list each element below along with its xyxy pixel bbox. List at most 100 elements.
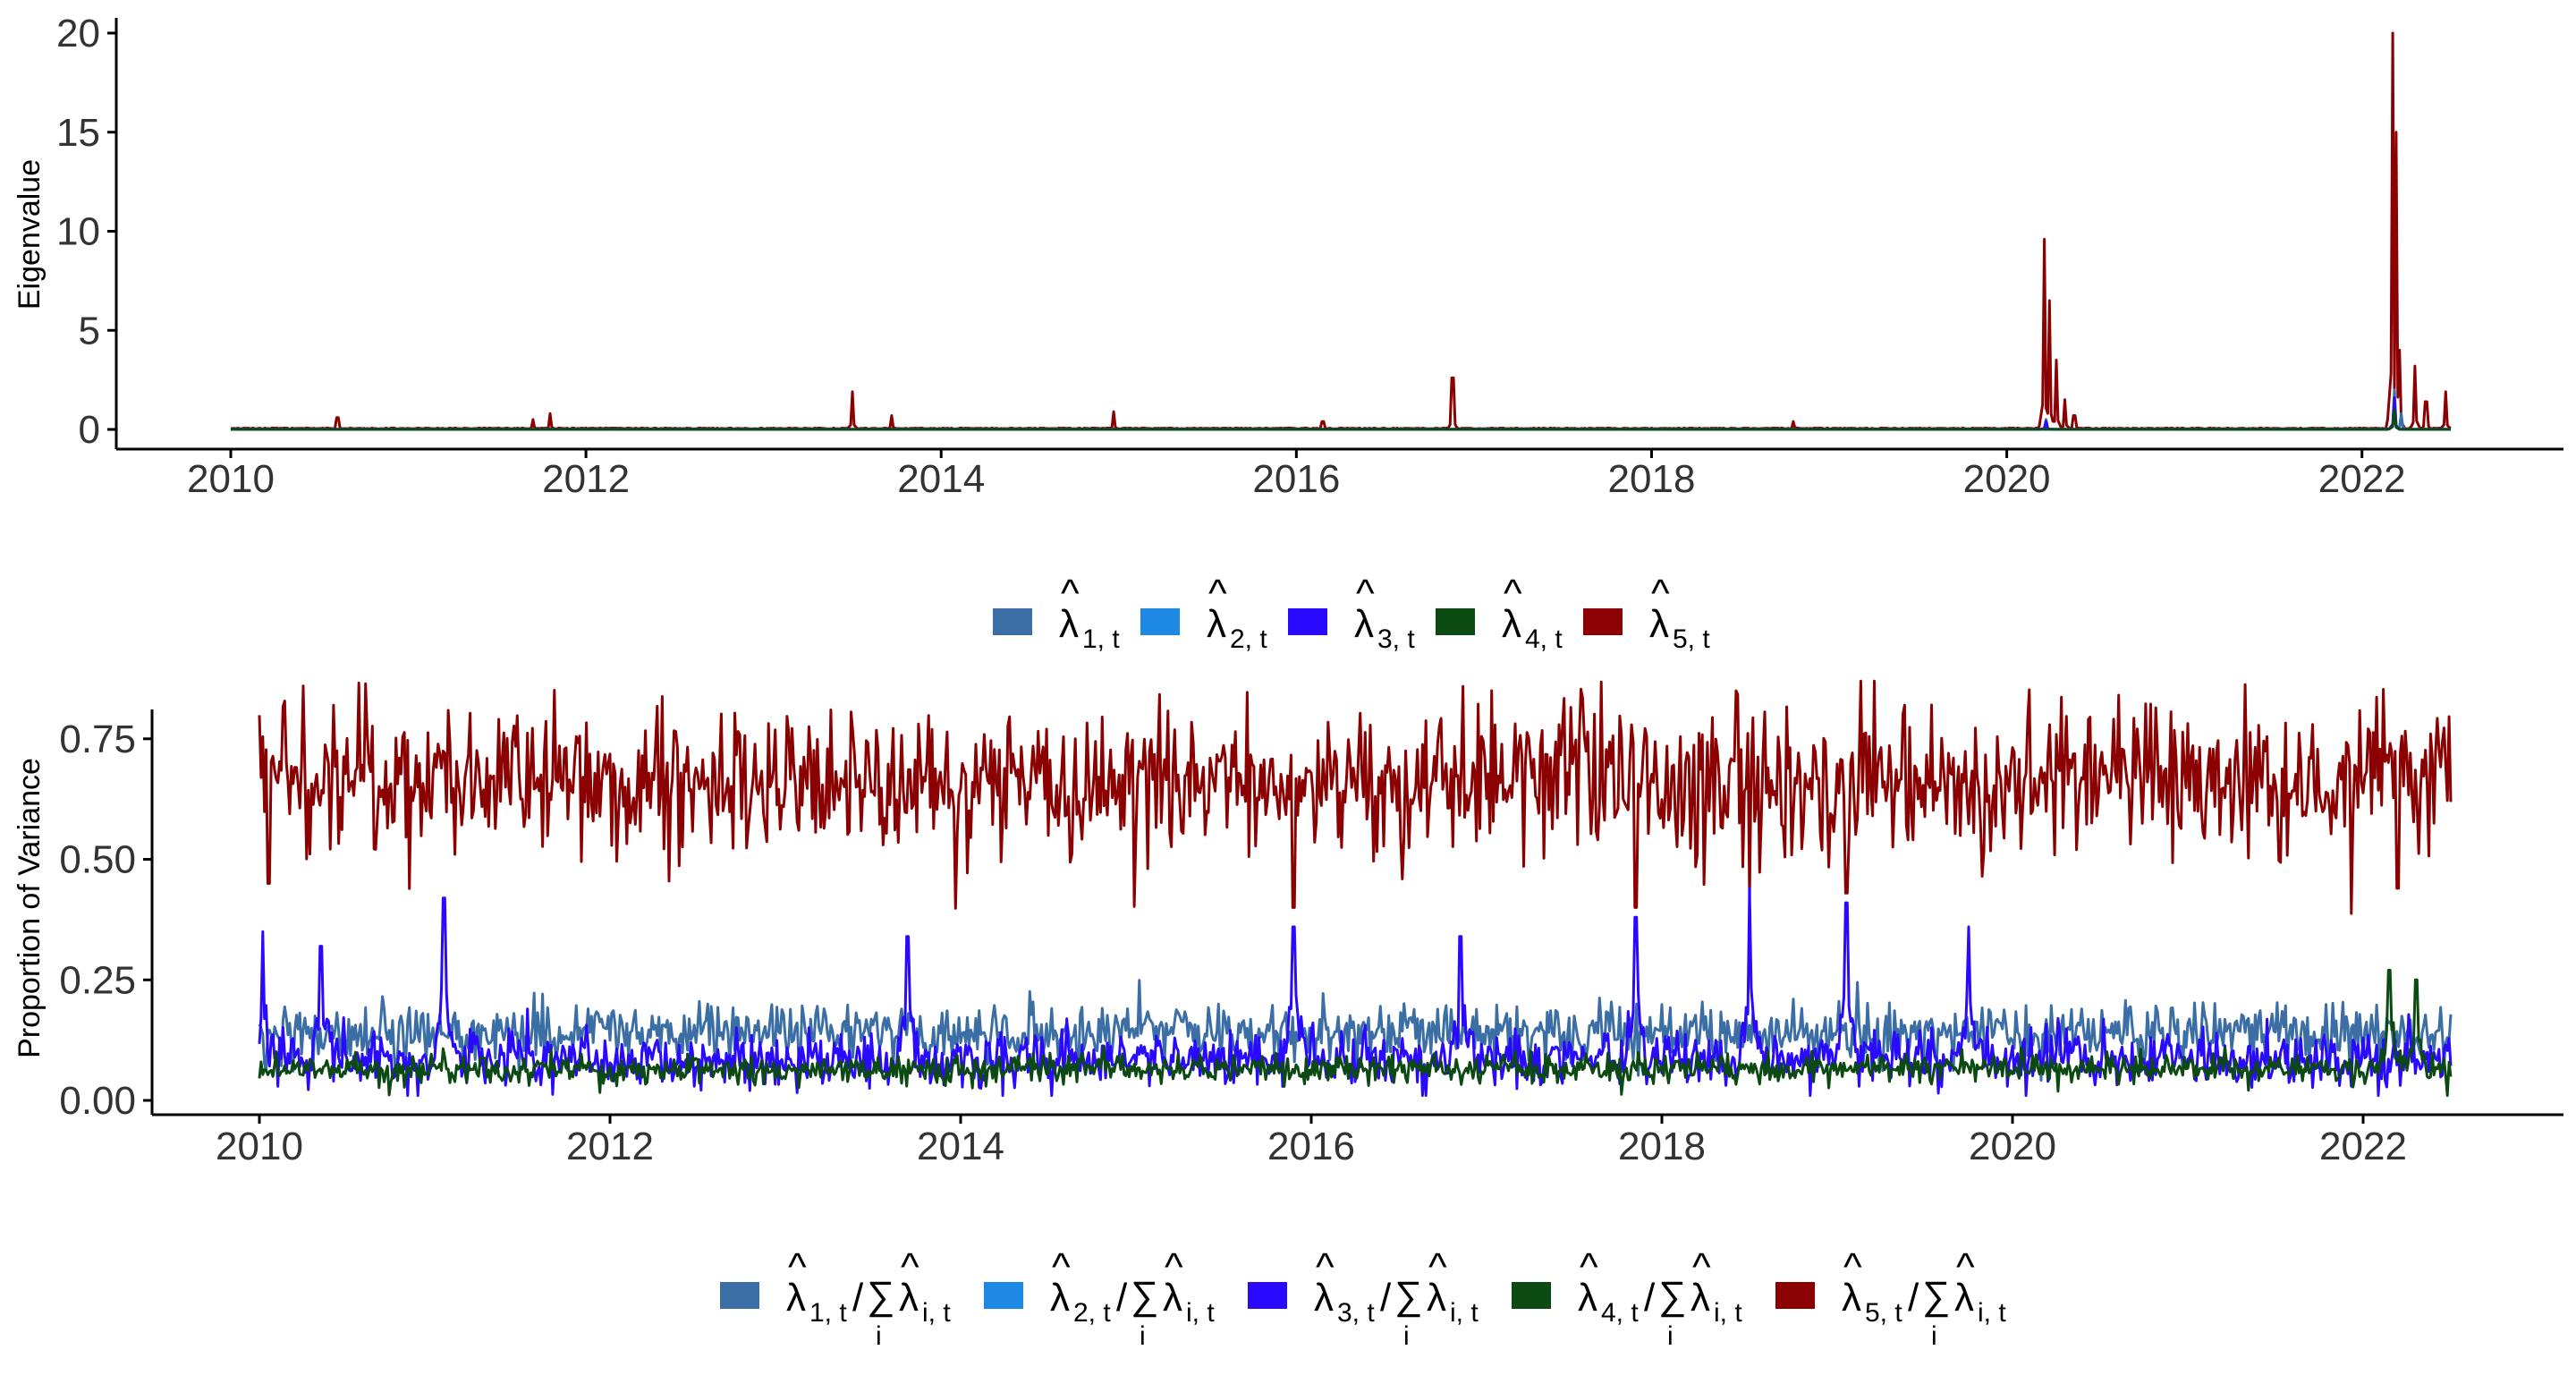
legend-symbol: λ: [1059, 602, 1079, 646]
legend-subscript: 2, t: [1230, 624, 1267, 654]
bottom-x-ticks: 2010 2012 2014 2016 2018 2020 2022: [216, 1115, 2407, 1168]
ratio-slash: /: [1644, 1276, 1656, 1320]
legend-swatch: [1583, 608, 1623, 635]
top-y-axis-title: Eigenvalue: [13, 159, 47, 310]
proportion-panel: 0.00 0.25 0.50 0.75 2010 2012 2014 2016 2018 202…: [13, 681, 2563, 1351]
bottom-y-axis-title: Proportion of Variance: [13, 758, 47, 1058]
ratio-slash: /: [852, 1276, 864, 1320]
legend-symbol: λ: [786, 1276, 806, 1320]
x-tick-label: 2010: [187, 457, 275, 501]
denominator-subscript: i, t: [1714, 1298, 1742, 1328]
y-tick-label: 20: [56, 12, 100, 55]
x-tick-label: 2014: [917, 1125, 1004, 1168]
legend-swatch: [720, 1282, 759, 1309]
y-tick-label: 0.00: [59, 1079, 136, 1123]
legend-swatch: [1248, 1282, 1287, 1309]
legend-swatch: [1140, 608, 1180, 635]
ratio-slash: /: [1908, 1276, 1919, 1320]
sum-index: i: [1667, 1321, 1674, 1351]
x-tick-label: 2016: [1267, 1125, 1355, 1168]
legend-swatch: [1775, 1282, 1815, 1309]
top-y-ticks: 0 5 10 15 20: [56, 12, 116, 452]
sum-index: i: [876, 1321, 882, 1351]
x-tick-label: 2014: [897, 457, 985, 501]
legend-item-lambda3: ^λ 3, t / ∑i^λ i, t: [1248, 1245, 1479, 1351]
denominator-symbol: λ: [1427, 1276, 1446, 1320]
series-line-lambda4: [231, 410, 2451, 429]
x-tick-label: 2018: [1618, 1125, 1706, 1168]
denominator-subscript: i, t: [1978, 1298, 2006, 1328]
legend-item-lambda5: ^λ 5, t / ∑i^λ i, t: [1775, 1245, 2006, 1351]
top-legend: ^λ 1, t^λ 2, t^λ 3, t^λ 4, t^λ 5, t: [993, 572, 1710, 654]
sum-sign: ∑: [1922, 1274, 1950, 1318]
legend-subscript: 3, t: [1377, 624, 1415, 654]
legend-subscript: 5, t: [1673, 624, 1710, 654]
y-tick-label: 15: [56, 111, 100, 155]
sum-sign: ∑: [1394, 1274, 1422, 1318]
legend-swatch: [1436, 608, 1475, 635]
series-line-lambda5: [231, 33, 2451, 429]
legend-item-lambda2: ^λ 2, t: [1140, 572, 1267, 654]
proportion-series-group: [259, 681, 2451, 1095]
bottom-y-ticks: 0.00 0.25 0.50 0.75: [59, 717, 152, 1123]
ratio-slash: /: [1380, 1276, 1392, 1320]
y-tick-label: 0.75: [59, 717, 136, 761]
x-tick-label: 2016: [1252, 457, 1340, 501]
y-tick-label: 10: [56, 210, 100, 254]
legend-item-lambda4: ^λ 4, t / ∑i^λ i, t: [1512, 1245, 1742, 1351]
x-tick-label: 2012: [542, 457, 630, 501]
denominator-subscript: i, t: [1186, 1298, 1215, 1328]
legend-subscript: 2, t: [1073, 1298, 1111, 1328]
legend-subscript: 4, t: [1525, 624, 1563, 654]
denominator-symbol: λ: [1163, 1276, 1182, 1320]
legend-item-lambda1: ^λ 1, t: [993, 572, 1120, 654]
sum-index: i: [1403, 1321, 1410, 1351]
sum-sign: ∑: [1131, 1274, 1158, 1318]
eigenvalue-series-group: [231, 33, 2451, 429]
x-tick-label: 2022: [2318, 457, 2406, 501]
legend-symbol: λ: [1649, 602, 1669, 646]
legend-swatch: [984, 1282, 1023, 1309]
sum-sign: ∑: [867, 1274, 894, 1318]
series-line-lambda3: [231, 398, 2451, 429]
legend-item-lambda2: ^λ 2, t / ∑i^λ i, t: [984, 1245, 1215, 1351]
series-line-lambda5: [259, 681, 2451, 913]
x-tick-label: 2020: [1969, 1125, 2056, 1168]
legend-subscript: 3, t: [1337, 1298, 1375, 1328]
legend-swatch: [1512, 1282, 1551, 1309]
legend-symbol: λ: [1354, 602, 1374, 646]
legend-symbol: λ: [1578, 1276, 1597, 1320]
legend-item-lambda1: ^λ 1, t / ∑i^λ i, t: [720, 1245, 951, 1351]
denominator-subscript: i, t: [922, 1298, 951, 1328]
x-tick-label: 2022: [2319, 1125, 2407, 1168]
legend-subscript: 1, t: [809, 1298, 847, 1328]
x-tick-label: 2012: [566, 1125, 654, 1168]
legend-swatch: [993, 608, 1032, 635]
denominator-symbol: λ: [899, 1276, 919, 1320]
denominator-symbol: λ: [1954, 1276, 1974, 1320]
y-tick-label: 5: [79, 309, 100, 352]
denominator-symbol: λ: [1690, 1276, 1710, 1320]
denominator-subscript: i, t: [1450, 1298, 1479, 1328]
ratio-slash: /: [1116, 1276, 1128, 1320]
legend-swatch: [1288, 608, 1327, 635]
y-tick-label: 0.50: [59, 838, 136, 882]
eigenvalue-panel: 0 5 10 15 20 2010 2012 2014 2016 2018 2020 2022 Ei…: [13, 12, 2563, 654]
x-tick-label: 2018: [1608, 457, 1696, 501]
y-tick-label: 0.25: [59, 958, 136, 1002]
top-x-ticks: 2010 2012 2014 2016 2018 2020 2022: [187, 449, 2406, 501]
legend-subscript: 5, t: [1865, 1298, 1902, 1328]
legend-symbol: λ: [1314, 1276, 1334, 1320]
legend-subscript: 1, t: [1082, 624, 1120, 654]
x-tick-label: 2020: [1963, 457, 2051, 501]
legend-subscript: 4, t: [1601, 1298, 1639, 1328]
legend-symbol: λ: [1207, 602, 1226, 646]
legend-item-lambda4: ^λ 4, t: [1436, 572, 1563, 654]
bottom-legend: ^λ 1, t / ∑i^λ i, t ^λ 2, t / ∑i^λ i, t ^λ 3, t / ∑i^…: [720, 1245, 2006, 1351]
y-tick-label: 0: [79, 408, 100, 452]
series-line-lambda1: [231, 390, 2451, 429]
legend-symbol: λ: [1050, 1276, 1070, 1320]
sum-index: i: [1140, 1321, 1146, 1351]
legend-item-lambda3: ^λ 3, t: [1288, 572, 1415, 654]
